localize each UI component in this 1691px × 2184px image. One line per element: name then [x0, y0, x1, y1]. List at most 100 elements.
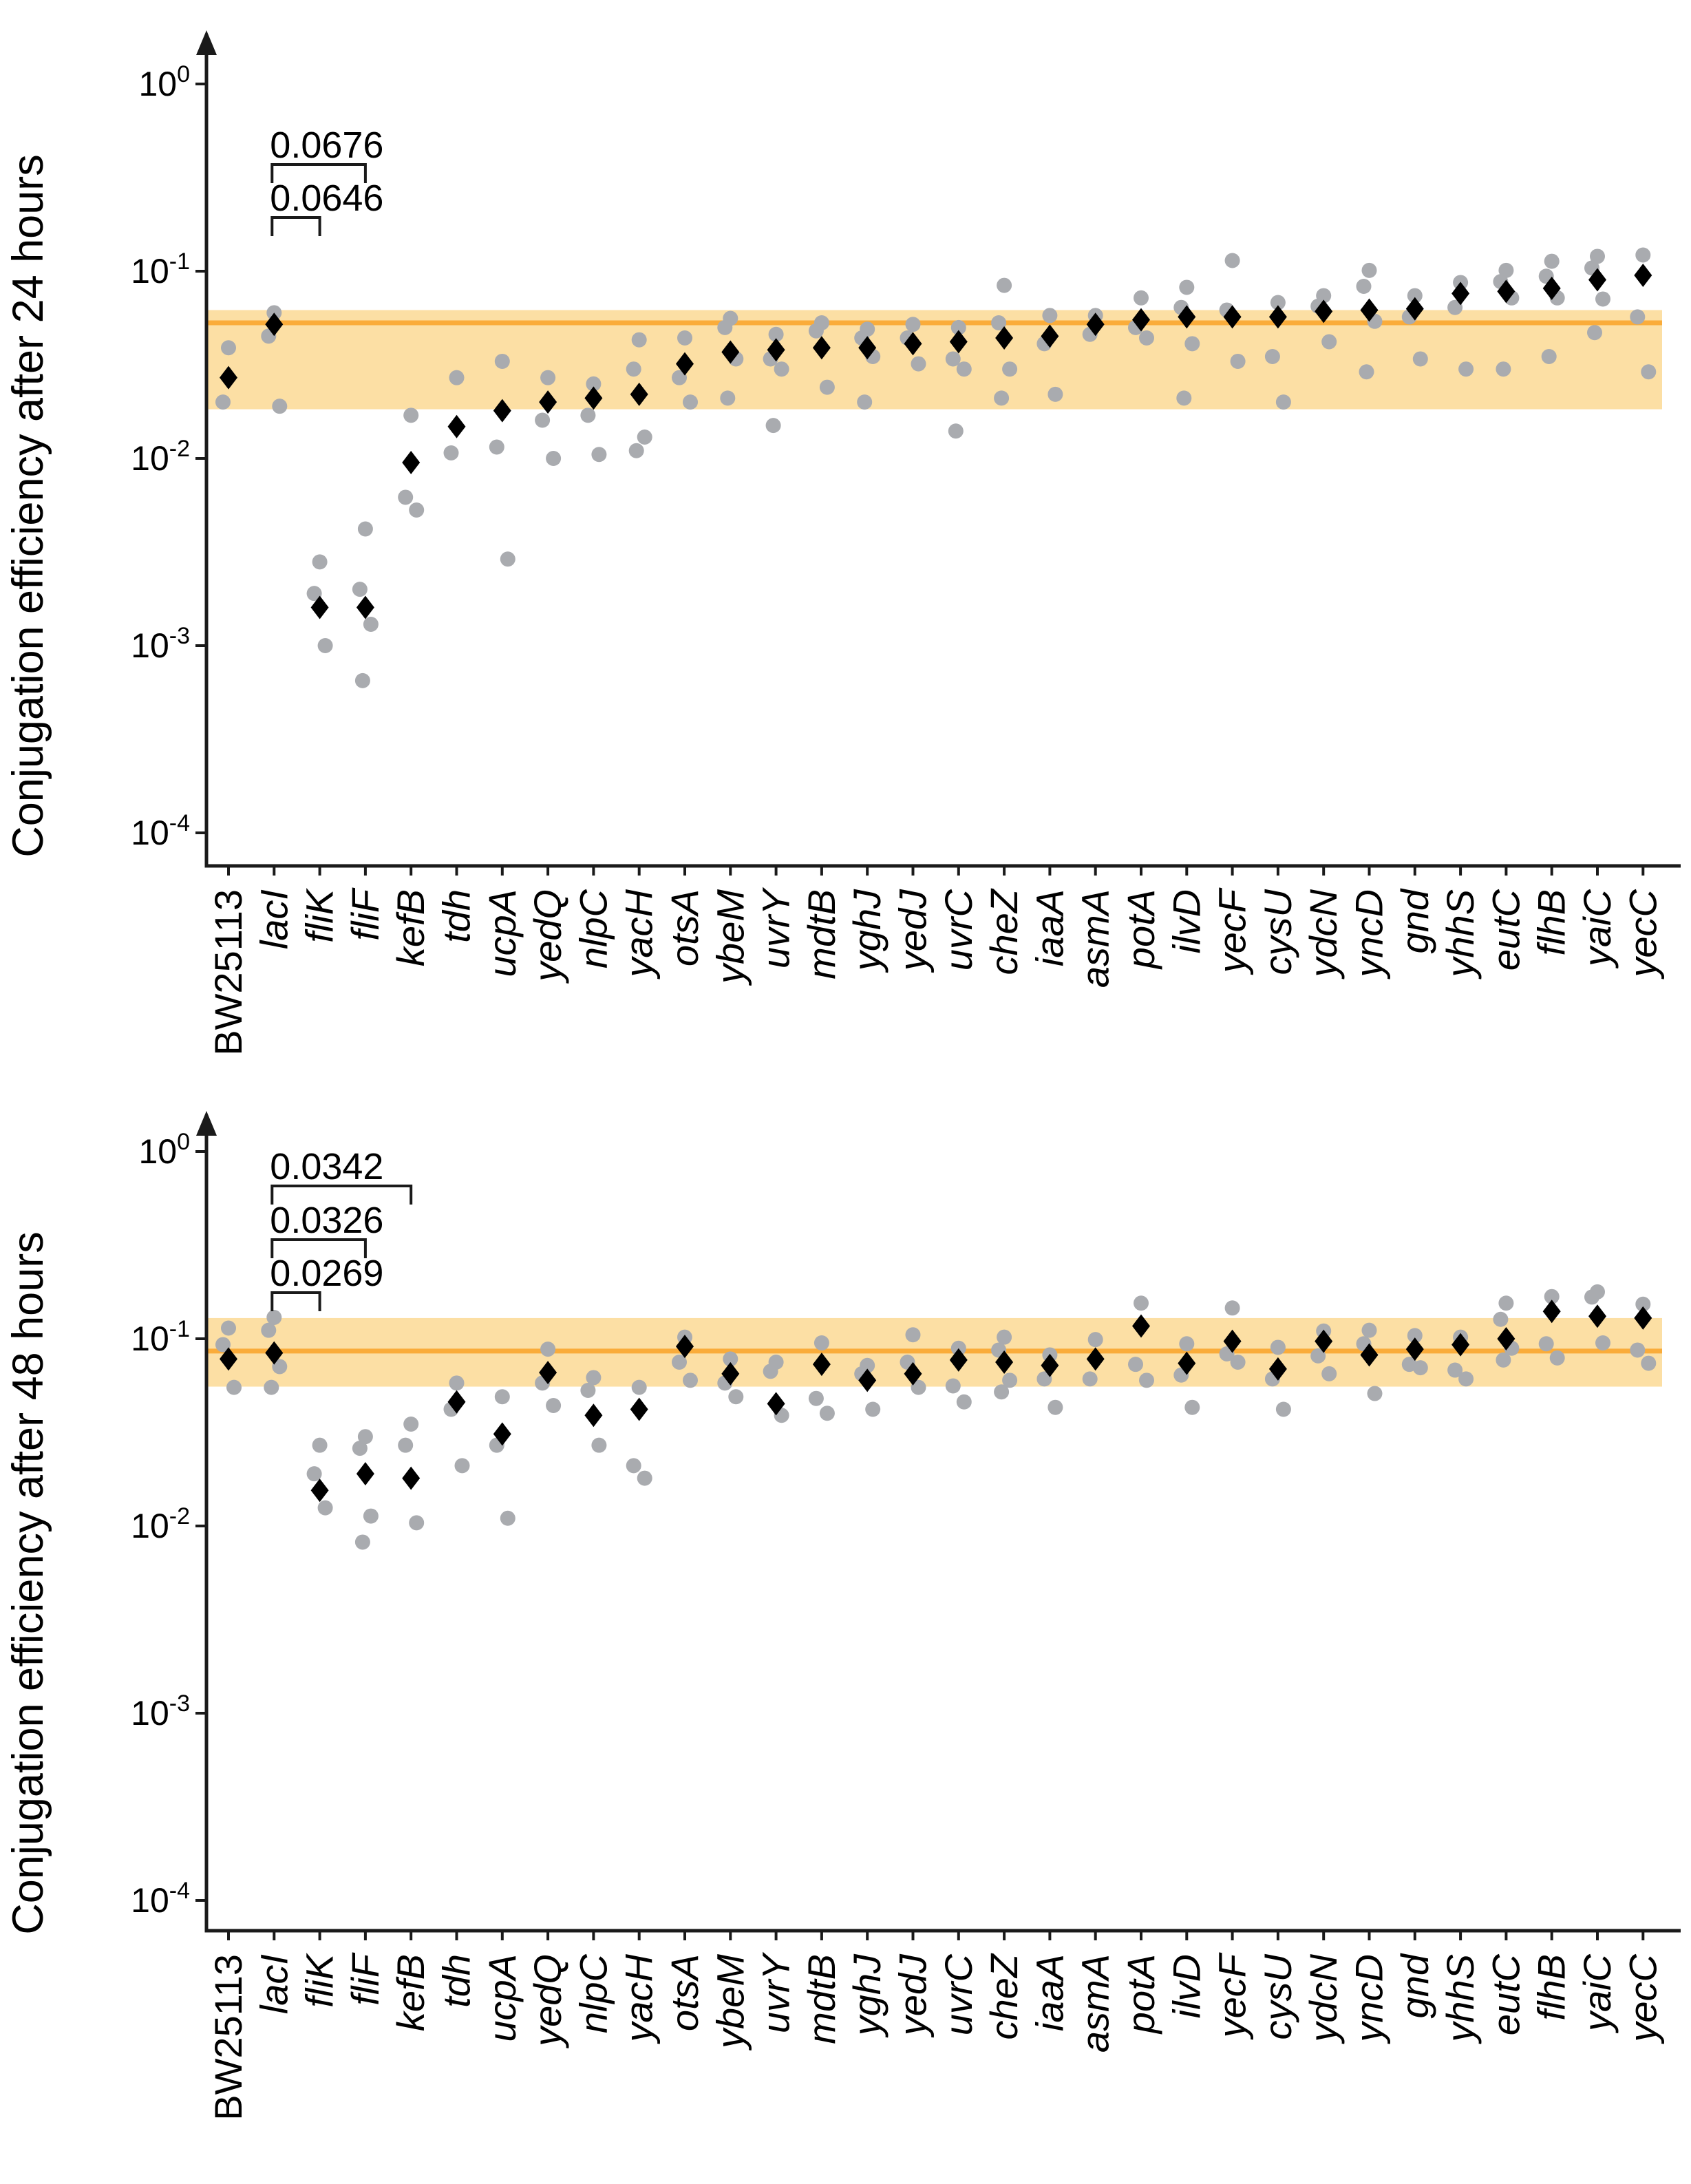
x-tick-label-yacH: yacH	[617, 1953, 661, 2044]
replicate-dot	[1321, 334, 1337, 350]
replicate-dot	[591, 1437, 607, 1453]
x-tick-label-uvrC: uvrC	[937, 889, 980, 971]
replicate-dot	[991, 315, 1007, 330]
replicate-dot	[857, 394, 873, 410]
mean-diamond	[1451, 1333, 1470, 1357]
pvalue-label: 0.0646	[270, 178, 383, 219]
x-tick-label-yedJ: yedJ	[891, 1953, 935, 2038]
mean-diamond	[584, 386, 603, 410]
x-tick-label-tdh: tdh	[435, 1954, 478, 2008]
replicate-dot	[580, 407, 596, 423]
category-points-ucpA	[489, 353, 515, 567]
replicate-dot	[352, 1441, 368, 1456]
replicate-dot	[628, 443, 644, 458]
x-tick-label-yecC: yecC	[1621, 1953, 1664, 2044]
mean-diamond	[1178, 1351, 1196, 1375]
x-tick-label-kefB: kefB	[389, 1954, 432, 2031]
x-tick-label-yacH: yacH	[617, 889, 661, 979]
replicate-dot	[586, 376, 602, 392]
category-points-gnd	[1401, 288, 1428, 367]
category-points-fliF	[352, 1429, 379, 1550]
x-tick-label-uvrC: uvrC	[937, 1953, 980, 2035]
x-tick-label-gnd: gnd	[1393, 1953, 1436, 2018]
mean-diamond	[1497, 1327, 1515, 1350]
mean-diamond	[721, 1361, 740, 1386]
mean-diamond	[1315, 299, 1333, 324]
mean-diamond	[310, 1478, 329, 1503]
replicate-dot	[317, 1500, 333, 1516]
x-tick-label-ybeM: ybeM	[708, 889, 752, 986]
replicate-dot	[774, 361, 789, 377]
pvalue-bracket	[270, 1291, 321, 1311]
x-tick-label-otsA: otsA	[663, 889, 706, 966]
y-axis-arrowhead-icon	[196, 1111, 217, 1136]
category-points-yghJ	[854, 321, 881, 410]
pvalue-label: 0.0269	[270, 1253, 383, 1294]
mean-diamond	[1405, 1337, 1424, 1361]
category-points-yedJ	[900, 317, 926, 372]
replicate-dot	[677, 330, 692, 346]
pvalue-bracket	[270, 163, 367, 183]
x-tick-label-mdtB: mdtB	[800, 889, 843, 979]
category-points-yacH	[626, 1379, 652, 1486]
replicate-dot	[763, 1364, 778, 1379]
x-tick-label-yecF: yecF	[1211, 887, 1254, 975]
replicate-dot	[1134, 1295, 1149, 1311]
category-points-yedJ	[900, 1327, 926, 1395]
x-tick-label-ydcN: ydcN	[1301, 1953, 1345, 2044]
replicate-dot	[454, 1458, 470, 1474]
category-points-yaiC	[1584, 1284, 1610, 1351]
x-tick-label-lacI: lacI	[252, 1954, 295, 2014]
category-points-ybeM	[717, 310, 744, 406]
replicate-dot	[306, 1466, 322, 1482]
category-points-uvrC	[945, 319, 972, 439]
replicate-dot	[1036, 1371, 1052, 1387]
replicate-dot	[261, 1322, 277, 1338]
category-points-potA	[1128, 290, 1154, 346]
replicate-dot	[1590, 248, 1605, 264]
x-tick-label-ucpA: ucpA	[480, 889, 524, 977]
x-tick-label-yghJ: yghJ	[845, 1953, 889, 2038]
category-points-iaaA	[1036, 1347, 1063, 1415]
category-points-asmA	[1082, 1332, 1105, 1387]
category-points-yacH	[626, 332, 652, 458]
replicate-dot	[1544, 1289, 1560, 1304]
x-tick-label-kefB: kefB	[389, 889, 432, 966]
replicate-dot	[317, 638, 333, 653]
category-points-yghJ	[854, 1357, 881, 1417]
replicate-dot	[1630, 309, 1646, 325]
x-tick-label-fliF: fliF	[343, 887, 387, 940]
replicate-dot	[1179, 279, 1195, 295]
replicate-dot	[1447, 1362, 1463, 1378]
replicate-dot	[865, 1401, 881, 1417]
x-tick-label-yaiC: yaiC	[1575, 889, 1619, 969]
category-points-ybeM	[717, 1351, 744, 1405]
replicate-dot	[272, 399, 288, 414]
replicate-dot	[1359, 364, 1374, 380]
mean-diamond	[858, 336, 877, 360]
replicate-dot	[997, 277, 1012, 293]
category-points-mdtB	[808, 315, 835, 395]
mean-diamond	[402, 451, 421, 475]
mean-diamond	[220, 1347, 237, 1371]
mean-diamond	[1178, 305, 1196, 329]
mean-diamond	[1041, 324, 1059, 348]
replicate-dot	[1047, 1399, 1063, 1415]
replicate-dot	[363, 617, 379, 633]
replicate-dot	[911, 1379, 926, 1395]
category-points-lacI	[261, 305, 288, 414]
replicate-dot	[1270, 1339, 1286, 1355]
mean-diamond	[1223, 1329, 1242, 1353]
y-axis-title-48h: Conjugation efficiency after 48 hours	[4, 1231, 52, 1934]
replicate-dot	[631, 332, 647, 348]
x-tick-label-yecF: yecF	[1211, 1952, 1254, 2040]
replicate-dot	[945, 1378, 961, 1394]
x-tick-label-yhhS: yhhS	[1438, 1954, 1482, 2045]
replicate-dot	[540, 1342, 556, 1357]
replicate-dot	[1541, 349, 1557, 365]
mean-diamond	[949, 1348, 968, 1372]
x-tick-label-flhB: flhB	[1530, 1954, 1573, 2021]
replicate-dot	[535, 412, 551, 428]
mean-diamond	[493, 1422, 511, 1446]
